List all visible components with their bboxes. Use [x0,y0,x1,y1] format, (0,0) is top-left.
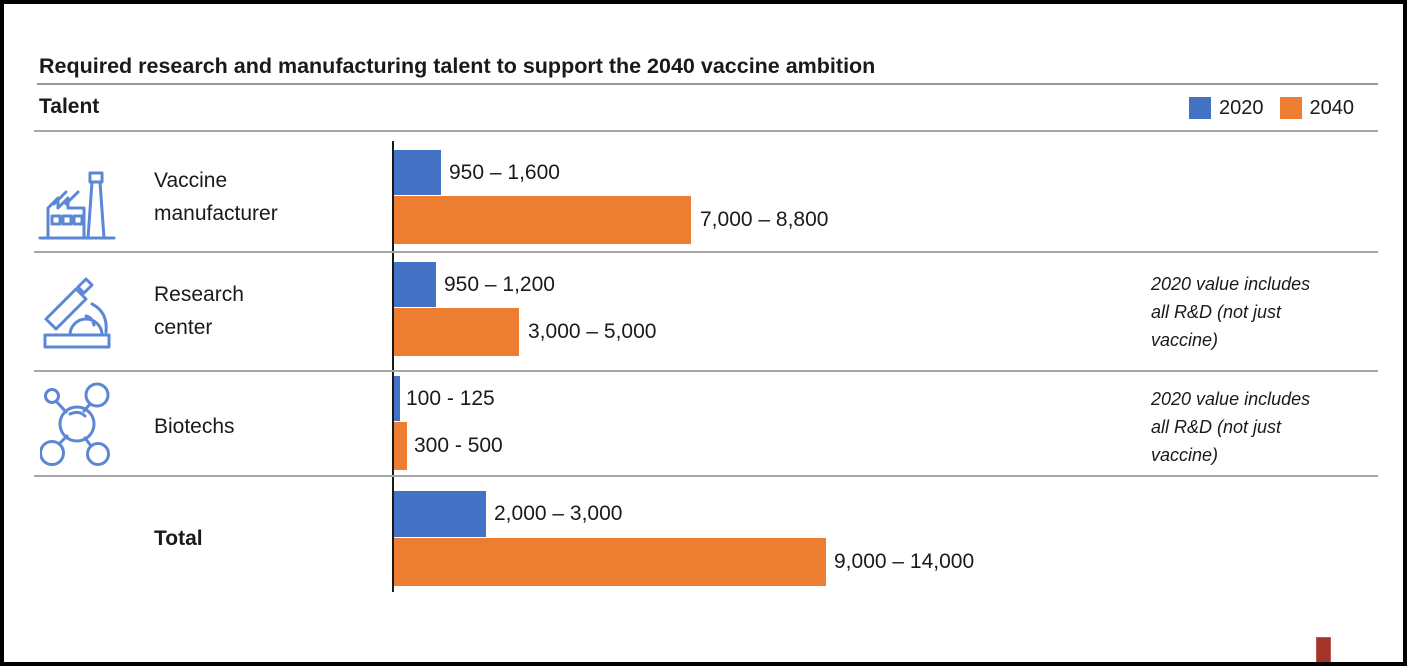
legend: 2020 2040 [1189,96,1362,120]
legend-swatch-2040 [1279,97,1302,119]
category-label-vaccine-manufacturer: Vaccine manufacturer [154,169,278,225]
row-divider [34,475,1378,477]
chart-axis-line [392,141,394,592]
bar-value-2040-vaccine-manufacturer: 7,000 – 8,800 [700,208,829,231]
page-title: Required research and manufacturing tale… [39,54,876,78]
bar-2020-research-center [394,262,436,307]
category-label-total: Total [154,527,203,550]
bar-value-2020-total: 2,000 – 3,000 [494,502,623,525]
bar-value-2020-research-center: 950 – 1,200 [444,273,555,296]
bar-2040-biotechs [394,422,407,470]
factory-icon [36,166,118,244]
category-label-biotechs: Biotechs [154,415,235,438]
microscope-icon [40,274,120,350]
bar-value-2020-vaccine-manufacturer: 950 – 1,600 [449,161,560,184]
bar-2020-total [394,491,486,537]
bar-2040-vaccine-manufacturer [394,196,691,244]
bar-value-2020-biotechs: 100 - 125 [406,387,495,410]
molecule-icon [40,382,114,468]
title-divider [37,83,1378,85]
bar-2040-total [394,538,826,586]
note-research-center: 2020 value includes all R&D (not just va… [1151,274,1311,350]
category-label-research-center: Research center [154,283,244,339]
legend-label-2040: 2040 [1309,96,1355,119]
bar-value-2040-biotechs: 300 - 500 [414,434,503,457]
red-marker [1316,637,1331,662]
bar-value-2040-research-center: 3,000 – 5,000 [528,320,657,343]
bar-value-2040-total: 9,000 – 14,000 [834,550,975,573]
row-divider [34,370,1378,372]
bar-2020-vaccine-manufacturer [394,150,441,195]
bar-2020-biotechs [394,376,400,421]
header-divider [34,130,1378,132]
row-divider [34,251,1378,253]
legend-label-2020: 2020 [1219,96,1264,119]
section-header-talent: Talent [39,95,100,118]
note-biotechs: 2020 value includes all R&D (not just va… [1151,389,1311,465]
bar-2040-research-center [394,308,519,356]
legend-swatch-2020 [1189,97,1211,119]
